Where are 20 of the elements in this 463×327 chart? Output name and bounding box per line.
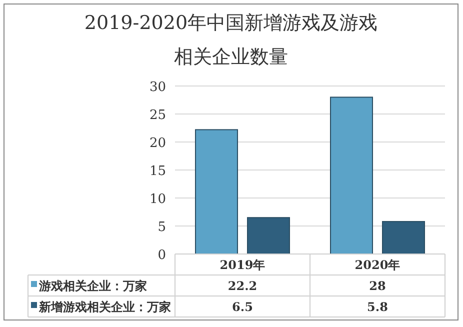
data-label: 5.8	[367, 300, 388, 314]
legend-label: 新增游戏相关企业：万家	[38, 300, 171, 314]
bar	[195, 129, 238, 254]
bar	[330, 96, 373, 254]
y-tick-label: 20	[149, 136, 166, 151]
y-tick-label: 0	[158, 248, 166, 263]
data-label: 28	[369, 279, 386, 293]
x-tick-label: 2020年	[354, 258, 400, 272]
x-tick-label: 2019年	[220, 258, 266, 272]
bar	[382, 221, 425, 254]
y-tick-label: 5	[158, 220, 166, 235]
chart-title: 2019-2020年中国新增游戏及游戏相关企业数量	[84, 12, 378, 68]
y-tick-label: 25	[149, 108, 166, 123]
y-tick-label: 10	[149, 192, 166, 207]
y-tick-label: 30	[149, 80, 166, 95]
data-label: 6.5	[232, 300, 253, 314]
y-tick-label: 15	[149, 164, 166, 179]
bar	[247, 217, 290, 254]
data-label: 22.2	[228, 279, 258, 293]
legend-label: 游戏相关企业：万家	[38, 279, 147, 293]
